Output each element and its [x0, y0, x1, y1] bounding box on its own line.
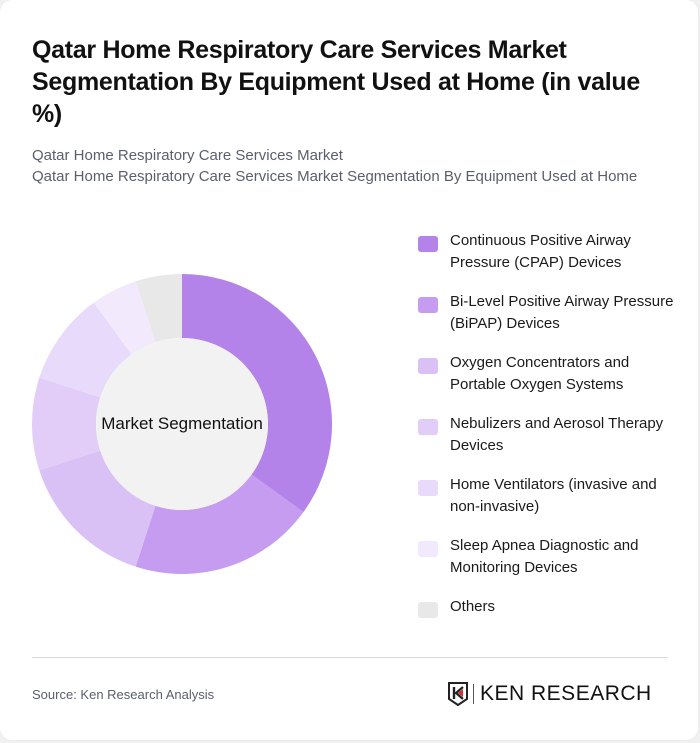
legend-swatch	[418, 358, 438, 374]
legend-label: Oxygen Concentrators and Portable Oxygen…	[450, 354, 630, 393]
legend-label: Bi-Level Positive Airway Pressure (BiPAP…	[450, 293, 674, 332]
legend-swatch	[418, 541, 438, 557]
logo-divider	[473, 684, 474, 704]
donut-slice[interactable]	[39, 302, 132, 398]
chart-subtitle: Qatar Home Respiratory Care Services Mar…	[32, 145, 692, 187]
ken-research-logo-icon	[448, 682, 468, 707]
legend-swatch	[418, 297, 438, 313]
legend-item[interactable]: Home Ventilators (invasive and non-invas…	[418, 474, 678, 518]
donut-chart: Market Segmentation	[32, 274, 332, 574]
legend-swatch	[418, 602, 438, 618]
source-text: Source: Ken Research Analysis	[32, 687, 215, 702]
donut-slice[interactable]	[135, 274, 182, 343]
legend-swatch	[418, 236, 438, 252]
legend-label: Sleep Apnea Diagnostic and Monitoring De…	[450, 537, 639, 576]
legend-item[interactable]: Others	[418, 596, 678, 618]
donut-slice[interactable]	[39, 450, 156, 567]
chart-title: Qatar Home Respiratory Care Services Mar…	[32, 36, 640, 128]
donut-chart-svg	[32, 274, 332, 574]
subtitle-line-2: Qatar Home Respiratory Care Services Mar…	[32, 168, 638, 185]
legend-label: Nebulizers and Aerosol Therapy Devices	[450, 415, 664, 454]
logo-text: KEN RESEARCH	[480, 682, 652, 705]
legend-label: Home Ventilators (invasive and non-invas…	[450, 476, 657, 515]
legend-swatch	[418, 419, 438, 435]
donut-slice[interactable]	[93, 281, 156, 355]
legend-item[interactable]: Oxygen Concentrators and Portable Oxygen…	[418, 352, 678, 396]
donut-slice[interactable]	[135, 474, 304, 574]
legend-item[interactable]: Bi-Level Positive Airway Pressure (BiPAP…	[418, 291, 678, 335]
legend-item[interactable]: Sleep Apnea Diagnostic and Monitoring De…	[418, 535, 678, 579]
legend-label: Continuous Positive Airway Pressure (CPA…	[450, 232, 631, 271]
donut-center	[96, 338, 268, 510]
subtitle-line-1: Qatar Home Respiratory Care Services Mar…	[32, 147, 343, 164]
ken-research-logo: KEN RESEARCH	[447, 680, 652, 708]
legend-item[interactable]: Continuous Positive Airway Pressure (CPA…	[418, 230, 678, 274]
legend-swatch	[418, 480, 438, 496]
chart-legend: Continuous Positive Airway Pressure (CPA…	[418, 230, 678, 635]
donut-slice[interactable]	[32, 377, 101, 471]
legend-label: Others	[450, 598, 496, 615]
footer-divider	[32, 657, 668, 658]
legend-item[interactable]: Nebulizers and Aerosol Therapy Devices	[418, 413, 678, 457]
donut-slice[interactable]	[182, 274, 332, 513]
